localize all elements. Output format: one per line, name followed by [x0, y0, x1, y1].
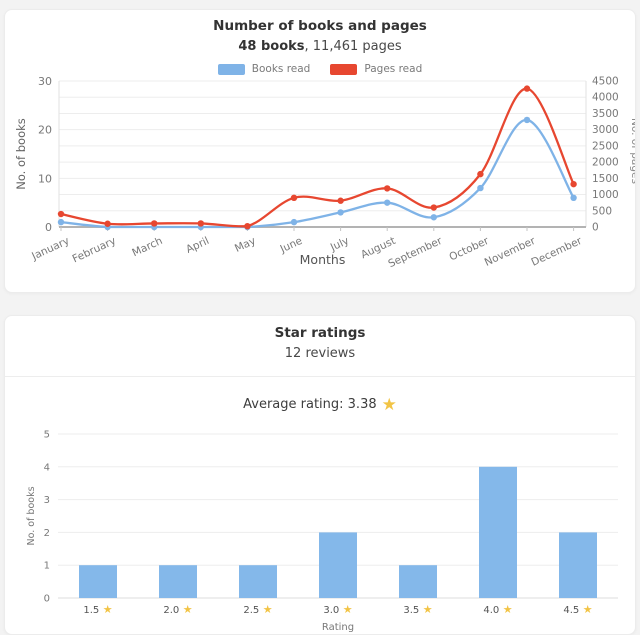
bar-4.5[interactable]	[559, 532, 597, 598]
average-rating: Average rating: 3.38 ★	[5, 395, 635, 415]
svg-text:1: 1	[44, 561, 50, 572]
svg-text:20: 20	[38, 124, 52, 137]
svg-text:December: December	[529, 235, 584, 269]
svg-text:2000: 2000	[592, 157, 619, 169]
svg-text:No. of pages: No. of pages	[629, 118, 636, 184]
line-point-pages-read-january[interactable]	[57, 210, 65, 218]
bar-2.5[interactable]	[239, 565, 277, 598]
star-icon: ★	[381, 395, 397, 415]
svg-text:0: 0	[45, 221, 52, 234]
bar-3.0[interactable]	[319, 532, 357, 598]
svg-text:1500: 1500	[592, 173, 619, 185]
line-point-books-read-june[interactable]	[290, 218, 298, 226]
svg-text:Rating: Rating	[322, 622, 354, 633]
svg-text:January: January	[29, 235, 71, 263]
line-point-books-read-september[interactable]	[430, 214, 437, 221]
books-pages-line-chart[interactable]: 0 10 20 30 0 500 1000 1500 2000 2500 3000 3500 4000 4…	[5, 74, 636, 293]
svg-text:No. of books: No. of books	[14, 118, 28, 190]
line-point-pages-read-april[interactable]	[197, 220, 204, 227]
svg-text:3500: 3500	[592, 108, 619, 120]
bar-2.0[interactable]	[159, 565, 197, 598]
line-point-books-read-august[interactable]	[384, 199, 391, 206]
bar-label-3.5: 3.5 ★	[403, 603, 432, 616]
pages-count: , 11,461 pages	[304, 39, 402, 54]
books-read-swatch-icon	[217, 63, 245, 75]
legend-label-books-read: Books read	[251, 63, 311, 75]
line-point-pages-read-november[interactable]	[523, 85, 531, 92]
star-ratings-title: Star ratings	[274, 325, 366, 341]
chart-legend: Books read Pages read	[5, 63, 635, 75]
books-pages-card: Number of books and pages 48 books, 11,4…	[4, 9, 636, 293]
svg-text:Months: Months	[300, 252, 346, 267]
svg-text:February: February	[71, 235, 118, 266]
svg-text:November: November	[483, 235, 538, 269]
svg-text:March: March	[130, 235, 164, 259]
bar-1.5[interactable]	[79, 565, 117, 598]
svg-text:No. of books: No. of books	[26, 486, 37, 545]
star-ratings-card: Star ratings 12 reviews Average rating: …	[4, 315, 636, 635]
bar-label-1.5: 1.5 ★	[83, 603, 112, 616]
reviews-count: 12 reviews	[284, 346, 356, 361]
bar-4.0[interactable]	[479, 466, 517, 598]
legend-item-books-read[interactable]: Books read	[217, 63, 311, 75]
svg-text:10: 10	[38, 172, 52, 185]
books-count: 48 books	[238, 39, 305, 54]
books-pages-title: Number of books and pages	[213, 18, 427, 34]
svg-text:3: 3	[44, 495, 50, 506]
divider	[5, 376, 635, 377]
bar-label-4.5: 4.5 ★	[563, 603, 592, 616]
line-point-pages-read-october[interactable]	[477, 170, 484, 178]
line-point-pages-read-march[interactable]	[151, 220, 158, 227]
svg-text:2: 2	[44, 528, 50, 539]
books-pages-subtitle: 48 books, 11,461 pages	[5, 39, 635, 54]
svg-text:30: 30	[38, 75, 52, 88]
bar-label-2.0: 2.0 ★	[163, 603, 192, 616]
pages-read-swatch-icon	[330, 63, 358, 75]
average-rating-label: Average rating: 3.38	[243, 397, 377, 412]
svg-text:500: 500	[592, 205, 612, 217]
svg-text:April: April	[184, 235, 211, 256]
svg-text:0: 0	[44, 594, 50, 605]
line-point-pages-read-july[interactable]	[337, 197, 344, 204]
line-point-books-read-january[interactable]	[57, 218, 65, 226]
bar-label-2.5: 2.5 ★	[243, 603, 272, 616]
svg-text:0: 0	[592, 222, 599, 234]
svg-text:3000: 3000	[592, 124, 619, 136]
line-point-pages-read-august[interactable]	[384, 185, 391, 192]
line-point-books-read-december[interactable]	[570, 194, 577, 201]
svg-text:5: 5	[44, 430, 50, 441]
star-ratings-bar-chart[interactable]: 0 1 2 3 4 5 1.5 ★ 2.0 ★ 2.5 ★ 3.0 ★ 3.5 ★ 4.0 ★ 4.5 …	[5, 426, 636, 635]
line-point-pages-read-june[interactable]	[290, 194, 298, 201]
line-point-books-read-july[interactable]	[337, 209, 344, 216]
line-point-books-read-october[interactable]	[477, 184, 484, 192]
svg-text:1000: 1000	[592, 189, 619, 201]
line-point-pages-read-february[interactable]	[104, 220, 111, 227]
svg-text:4: 4	[44, 462, 50, 473]
bar-3.5[interactable]	[399, 565, 437, 598]
line-point-pages-read-september[interactable]	[430, 204, 437, 211]
bar-label-4.0: 4.0 ★	[483, 603, 512, 616]
line-point-pages-read-december[interactable]	[570, 180, 577, 188]
legend-item-pages-read[interactable]: Pages read	[330, 63, 422, 75]
svg-text:4000: 4000	[592, 92, 619, 104]
svg-text:May: May	[233, 235, 258, 255]
legend-label-pages-read: Pages read	[364, 63, 423, 75]
svg-text:September: September	[386, 235, 444, 271]
line-point-books-read-november[interactable]	[523, 116, 531, 124]
line-point-pages-read-may[interactable]	[244, 222, 251, 230]
svg-text:4500: 4500	[592, 76, 619, 88]
bar-label-3.0: 3.0 ★	[323, 603, 352, 616]
svg-text:2500: 2500	[592, 140, 619, 152]
